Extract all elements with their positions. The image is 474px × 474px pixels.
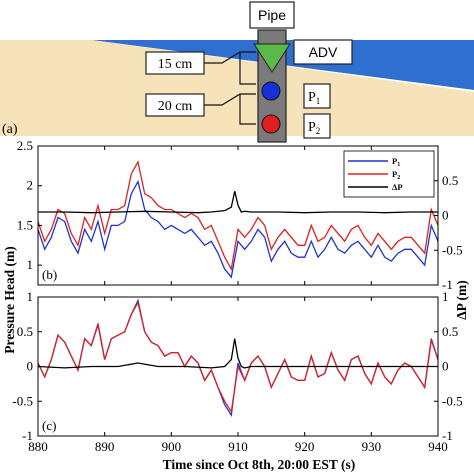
adv-label: ADV (309, 44, 338, 60)
panel-label: (c) (42, 418, 56, 433)
chart-panel-c: 880 890 900 910 920 930 940-1-0.500.51-1-0.500… (12, 289, 462, 454)
x-tick-label: 900 (162, 439, 182, 454)
x-tick-label: 880 (28, 439, 48, 454)
series-line-delta-p (38, 191, 438, 214)
x-tick-label: 890 (95, 439, 115, 454)
y-tick-label: 0.5 (17, 324, 33, 339)
adv-label-box (293, 39, 353, 65)
y-tick-label: 2 (27, 178, 34, 193)
series-line-p2 (37, 160, 439, 272)
p1-label: P1 (308, 90, 320, 106)
panel-label: (b) (42, 267, 57, 282)
y2-axis-label: ΔP (m) (454, 280, 469, 320)
legend-label: P1 (392, 156, 400, 168)
x-tick-label: 930 (362, 439, 382, 454)
y2-tick-label: -0.5 (442, 393, 463, 408)
pipe-label-box (249, 1, 295, 29)
dist2-label: 20 cm (158, 99, 193, 114)
y2-tick-label: 0.5 (442, 173, 458, 188)
y2-tick-label: 0.5 (442, 324, 458, 339)
y2-tick-label: -0.5 (442, 242, 463, 257)
x-tick-label: 910 (228, 439, 248, 454)
x-tick-label: 940 (428, 439, 448, 454)
sand-region (0, 40, 474, 136)
legend-label: ΔP (392, 182, 403, 192)
y-tick-label: -0.5 (12, 393, 33, 408)
x-axis-label: Time since Oct 8th, 20:00 EST (s) (163, 457, 356, 472)
panel-a-label: (a) (2, 122, 18, 137)
y-tick-label: -1 (22, 428, 33, 443)
dist2-bracket (204, 93, 256, 125)
y-tick-label: 1 (27, 289, 34, 304)
y-tick-label: 1 (27, 257, 34, 272)
adv-sensor (253, 43, 291, 73)
series-line-p2 (37, 300, 439, 414)
p1-label-box (303, 83, 331, 109)
p2-label-box (303, 113, 331, 139)
p1-sensor (261, 81, 281, 101)
y2-tick-label: -1 (442, 277, 453, 292)
p2-sensor (261, 114, 281, 134)
y2-tick-label: 1 (442, 289, 449, 304)
y-tick-label: 2.5 (17, 138, 33, 153)
x-tick-label: 920 (295, 439, 315, 454)
legend-label: P2 (392, 169, 400, 181)
p2-label: P2 (308, 120, 320, 136)
y2-tick-label: 0 (442, 208, 449, 223)
series-line-p1 (37, 179, 439, 279)
dist1-bracket (204, 51, 256, 85)
diagram-panel: Pipe ADV 15 cm 20 cm P1 P2 (a) (0, 1, 474, 143)
pipe-label: Pipe (258, 7, 286, 23)
y-tick-label: 1.5 (17, 217, 33, 232)
y-axis-label: Pressure Head (m) (2, 246, 17, 353)
dist1-label: 15 cm (158, 57, 193, 72)
y2-tick-label: -1 (442, 428, 453, 443)
y-tick-label: 0 (27, 359, 34, 374)
y2-tick-label: 0 (442, 359, 449, 374)
series-line-delta-p (37, 338, 438, 369)
